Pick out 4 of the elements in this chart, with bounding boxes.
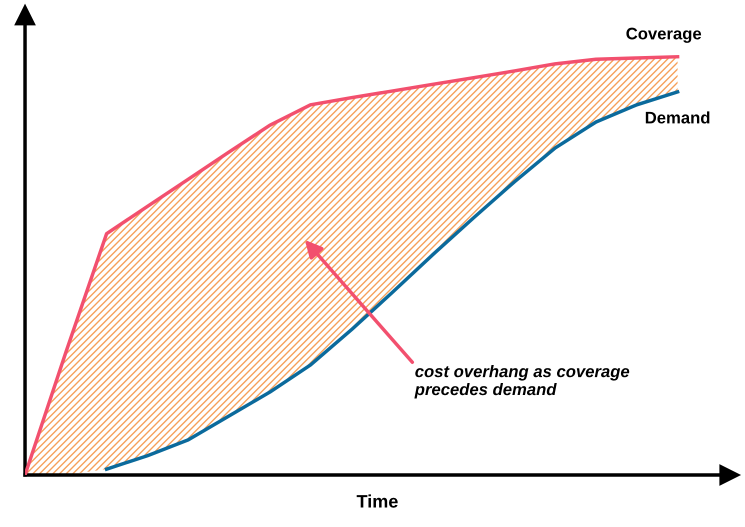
- series-label: Coverage: [626, 28, 702, 43]
- series-label: Demand: [646, 111, 710, 124]
- x-axis-title: Time: [356, 494, 398, 508]
- annotation: cost overhang as coverage precedes demand: [414, 365, 630, 399]
